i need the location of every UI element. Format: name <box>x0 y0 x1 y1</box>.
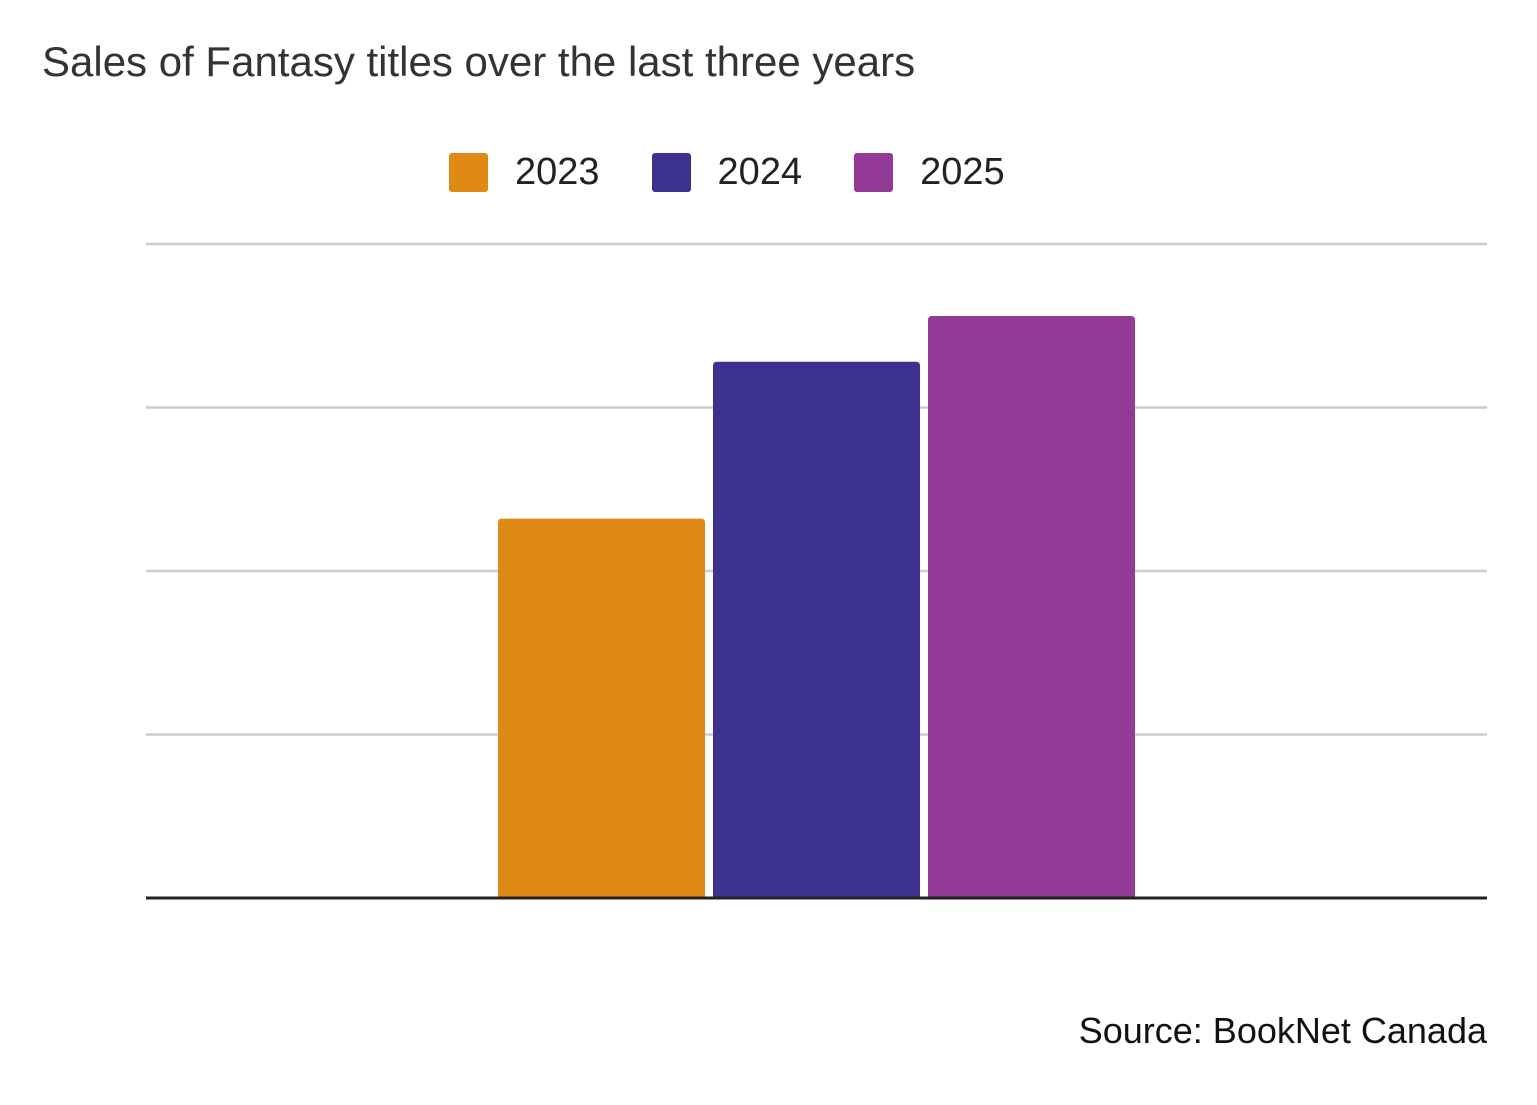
bars <box>498 315 1135 899</box>
legend-label-2024: 2024 <box>717 150 803 193</box>
legend-label-2025: 2025 <box>920 150 1005 193</box>
legend-item-2023: 2023 <box>449 151 600 194</box>
legend-swatch-2023 <box>449 152 488 192</box>
legend-swatch-2024 <box>651 152 691 192</box>
legend-item-2024: 2024 <box>651 150 803 194</box>
legend-swatch-2025 <box>854 152 894 192</box>
legend-item-2025: 2025 <box>854 151 1005 194</box>
bar-2025 <box>928 315 1135 898</box>
chart-title: Sales of Fantasy titles over the last th… <box>42 38 916 85</box>
bar-2024 <box>713 361 920 899</box>
legend: 2023 2024 2025 <box>449 150 1057 194</box>
source-note: Source: BookNet Canada <box>1078 1010 1487 1051</box>
legend-label-2023: 2023 <box>515 150 600 193</box>
bar-2023 <box>498 518 705 898</box>
